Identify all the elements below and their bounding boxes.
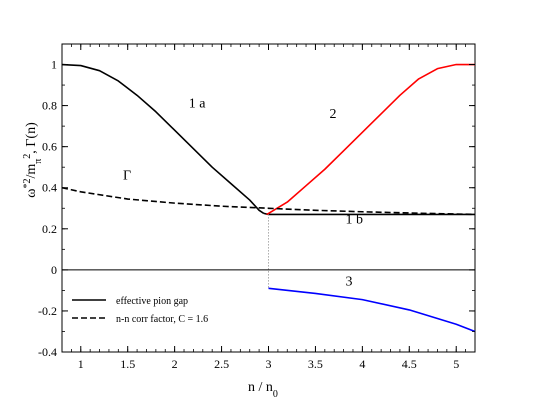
x-tick-label: 5 [453,357,459,371]
x-tick-label: 3.5 [308,357,323,371]
label-1b: 1 b [345,213,363,228]
label-1a: 1 a [189,97,207,112]
y-axis-label-sub-pi: π [33,159,44,164]
y-tick-label: -0.4 [38,345,57,359]
series-2-line [266,63,475,216]
x-axis-label-sub: 0 [273,389,278,400]
x-tick-label: 2 [172,357,178,371]
y-axis-label-gamma: , Γ(n) [24,122,39,154]
y-tick-label: 0.6 [42,140,57,154]
y-axis-label-sup1: *2 [22,179,33,189]
x-tick-label: 1.5 [120,357,135,371]
x-tick-label: 2.5 [214,357,229,371]
legend-label-nn-corr-factor: n-n corr factor, C = 1.6 [116,314,208,325]
axis-layer: 1 1.5 2 2.5 3 3.5 4 4.5 5 -0.4 -0.2 0 0.2 0.4 0.6 0.8 1 [38,43,476,371]
y-tick-label: 0.4 [42,181,57,195]
label-3: 3 [345,274,352,289]
series-gamma-line [61,186,476,216]
x-axis-label: n / n0 [248,380,278,400]
x-axis-label-main: n / n [248,380,273,395]
x-tick-label: 4.5 [402,357,417,371]
x-tick-label: 4 [359,357,365,371]
series-layer [61,63,476,333]
label-2: 2 [330,107,337,122]
annotation-layer: 1 a 2 Γ 1 b 3 [123,97,363,290]
x-tick-label: 1 [78,357,84,371]
y-axis-label: ω*2/mπ2, Γ(n) [22,122,44,198]
series-3-line [268,287,476,333]
y-axis-label-m: /m [24,164,39,179]
label-gamma: Γ [123,169,131,184]
legend: effective pion gap n-n corr factor, C = … [72,296,208,325]
y-tick-label: 0 [51,263,57,277]
x-tick-label: 3 [266,357,272,371]
y-tick-label: -0.2 [38,304,57,318]
y-axis-label-sup2: 2 [22,154,33,159]
y-tick-label: 0.8 [42,99,57,113]
y-tick-label: 0.2 [42,222,57,236]
series-1a-line [61,63,265,215]
y-axis-label-omega: ω [24,189,39,198]
y-tick-label: 1 [51,58,57,72]
legend-label-effective-pion-gap: effective pion gap [116,296,188,307]
